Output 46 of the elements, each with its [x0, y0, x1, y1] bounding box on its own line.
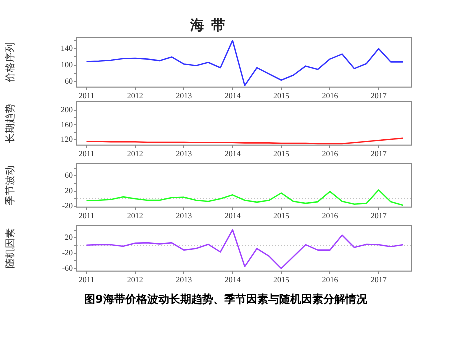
x-tick-label: 2013: [176, 211, 192, 220]
x-tick-label: 2011: [78, 149, 95, 158]
x-tick-label: 2017: [370, 211, 387, 220]
x-tick-label: 2014: [224, 149, 241, 158]
y-tick-label: -60: [62, 264, 73, 273]
x-tick-label: 2012: [127, 149, 144, 158]
y-tick-label: 60: [65, 77, 73, 86]
x-tick-label: 2015: [274, 275, 290, 284]
x-tick-label: 2012: [127, 211, 144, 220]
x-tick-label: 2013: [176, 149, 192, 158]
x-tick-label: 2011: [78, 275, 95, 284]
y-tick-label: 200: [61, 106, 73, 115]
y-axis-title: 长期趋势: [4, 104, 17, 144]
y-tick-label: 60: [65, 171, 73, 180]
x-tick-label: 2015: [274, 91, 290, 100]
x-tick-label: 2011: [78, 211, 95, 220]
y-tick-label: 100: [61, 60, 73, 70]
x-tick-label: 2016: [322, 149, 338, 158]
x-tick-label: 2016: [322, 211, 338, 220]
x-tick-label: 2011: [78, 91, 95, 100]
x-tick-label: 2015: [274, 211, 290, 220]
y-tick-label: 140: [61, 44, 73, 54]
y-axis-title: 季节波动: [4, 166, 17, 206]
y-tick-label: -20: [62, 202, 73, 211]
x-tick-label: 2013: [176, 91, 192, 100]
x-tick-label: 2016: [322, 91, 338, 100]
x-tick-label: 2017: [370, 149, 387, 158]
y-axis-title: 价格序列: [4, 42, 17, 84]
x-tick-label: 2017: [370, 275, 387, 284]
y-tick-label: 160: [61, 120, 73, 130]
x-tick-label: 2012: [127, 91, 144, 100]
y-axis-title: 随机因素: [4, 228, 17, 269]
x-tick-label: 2014: [224, 275, 241, 284]
caption: 图9海带价格波动长期趋势、季节因素与随机因素分解情况: [84, 292, 368, 307]
x-tick-label: 2013: [176, 275, 192, 284]
y-tick-label: 120: [61, 135, 73, 144]
x-tick-label: 2016: [322, 275, 338, 284]
y-tick-label: -20: [62, 248, 73, 258]
x-tick-label: 2014: [224, 211, 241, 220]
x-tick-label: 2015: [274, 149, 290, 158]
x-tick-label: 2017: [370, 91, 387, 100]
y-tick-label: 20: [65, 233, 73, 242]
y-tick-label: 20: [65, 186, 73, 196]
x-tick-label: 2012: [127, 275, 144, 284]
x-tick-label: 2014: [224, 91, 241, 100]
chart-title: 海 带: [190, 18, 226, 34]
